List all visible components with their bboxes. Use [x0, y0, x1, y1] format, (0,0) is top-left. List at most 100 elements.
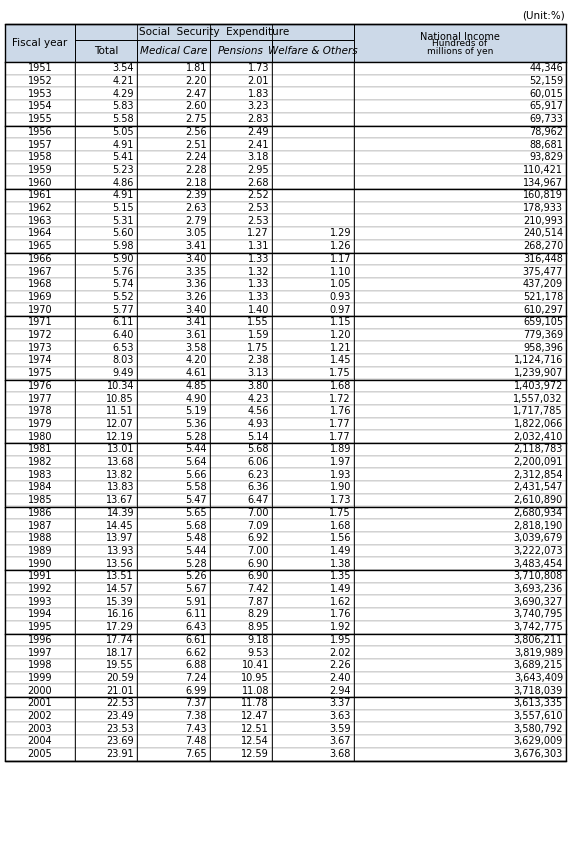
Text: 5.28: 5.28	[186, 558, 207, 568]
Text: Pensions: Pensions	[218, 46, 264, 56]
Text: 16.16: 16.16	[107, 610, 134, 620]
Text: 2.75: 2.75	[185, 115, 207, 124]
Bar	[272, 595, 354, 608]
Bar	[137, 481, 210, 493]
Text: 1.77: 1.77	[329, 419, 351, 429]
Text: 2002: 2002	[27, 711, 53, 721]
Text: 3,580,792: 3,580,792	[513, 724, 563, 733]
Bar	[75, 583, 137, 595]
Bar	[5, 646, 75, 659]
Text: 1981: 1981	[28, 445, 53, 455]
Text: 1,239,907: 1,239,907	[514, 368, 563, 378]
Bar	[210, 735, 272, 748]
Bar	[137, 138, 210, 151]
Bar	[210, 341, 272, 354]
Text: 1995: 1995	[27, 622, 53, 632]
Text: 12.54: 12.54	[242, 737, 269, 747]
Text: 8.29: 8.29	[247, 610, 269, 620]
Bar	[137, 456, 210, 468]
Bar	[75, 430, 137, 443]
Text: 160,819: 160,819	[523, 190, 563, 200]
Bar	[210, 253, 272, 265]
Text: 3.61: 3.61	[186, 330, 207, 340]
Text: 3,613,335: 3,613,335	[514, 698, 563, 708]
Bar	[75, 151, 137, 163]
Text: 2.20: 2.20	[186, 76, 207, 86]
Bar	[5, 341, 75, 354]
Bar	[5, 697, 75, 710]
Bar	[210, 430, 272, 443]
Text: 6.36: 6.36	[248, 482, 269, 493]
Bar	[210, 290, 272, 303]
Bar	[75, 316, 137, 328]
Text: 3,643,409: 3,643,409	[514, 673, 563, 683]
Bar	[354, 672, 566, 685]
Text: 7.65: 7.65	[186, 749, 207, 759]
Text: 4.86: 4.86	[112, 178, 134, 188]
Bar	[210, 608, 272, 621]
Bar	[5, 265, 75, 278]
Bar	[75, 100, 137, 113]
Text: 65,917: 65,917	[529, 101, 563, 111]
Bar	[354, 75, 566, 88]
Text: 3.35: 3.35	[186, 267, 207, 276]
Bar	[354, 735, 566, 748]
Bar	[354, 710, 566, 722]
Bar	[137, 735, 210, 748]
Text: 1980: 1980	[28, 432, 53, 442]
Text: 1.49: 1.49	[329, 546, 351, 556]
Bar	[354, 456, 566, 468]
Bar	[137, 392, 210, 405]
Bar	[354, 113, 566, 125]
Text: 12.51: 12.51	[242, 724, 269, 733]
Text: 93,829: 93,829	[529, 152, 563, 163]
Bar	[354, 227, 566, 240]
Text: 52,159: 52,159	[529, 76, 563, 86]
Text: 2.79: 2.79	[186, 216, 207, 226]
Bar	[137, 507, 210, 520]
Bar	[210, 468, 272, 481]
Text: 5.91: 5.91	[186, 597, 207, 607]
Text: 134,967: 134,967	[523, 178, 563, 188]
Text: 5.31: 5.31	[112, 216, 134, 226]
Text: 1990: 1990	[28, 558, 53, 568]
Bar	[272, 354, 354, 367]
Bar	[5, 710, 75, 722]
Text: 5.83: 5.83	[112, 101, 134, 111]
Text: 7.38: 7.38	[186, 711, 207, 721]
Bar	[5, 24, 75, 62]
Bar	[272, 735, 354, 748]
Text: 2,818,190: 2,818,190	[514, 520, 563, 530]
Text: 2004: 2004	[27, 737, 53, 747]
Text: 11.51: 11.51	[106, 406, 134, 416]
Bar	[137, 570, 210, 583]
Bar	[137, 189, 210, 202]
Text: 6.23: 6.23	[247, 470, 269, 480]
Bar	[75, 748, 137, 760]
Bar	[354, 659, 566, 672]
Bar	[272, 253, 354, 265]
Bar	[354, 493, 566, 507]
Bar	[75, 722, 137, 735]
Bar	[272, 570, 354, 583]
Bar	[137, 646, 210, 659]
Bar	[5, 443, 75, 456]
Bar	[272, 443, 354, 456]
Text: 4.91: 4.91	[112, 140, 134, 150]
Bar	[354, 430, 566, 443]
Text: 78,962: 78,962	[529, 127, 563, 137]
Bar	[272, 176, 354, 189]
Bar	[354, 88, 566, 100]
Text: 3.23: 3.23	[247, 101, 269, 111]
Bar	[354, 100, 566, 113]
Bar	[354, 253, 566, 265]
Bar	[137, 545, 210, 557]
Bar	[210, 113, 272, 125]
Text: 9.53: 9.53	[247, 647, 269, 658]
Text: 3.54: 3.54	[112, 63, 134, 73]
Bar	[210, 405, 272, 418]
Bar	[5, 507, 75, 520]
Bar	[5, 227, 75, 240]
Text: 1956: 1956	[27, 127, 53, 137]
Text: 6.88: 6.88	[186, 660, 207, 670]
